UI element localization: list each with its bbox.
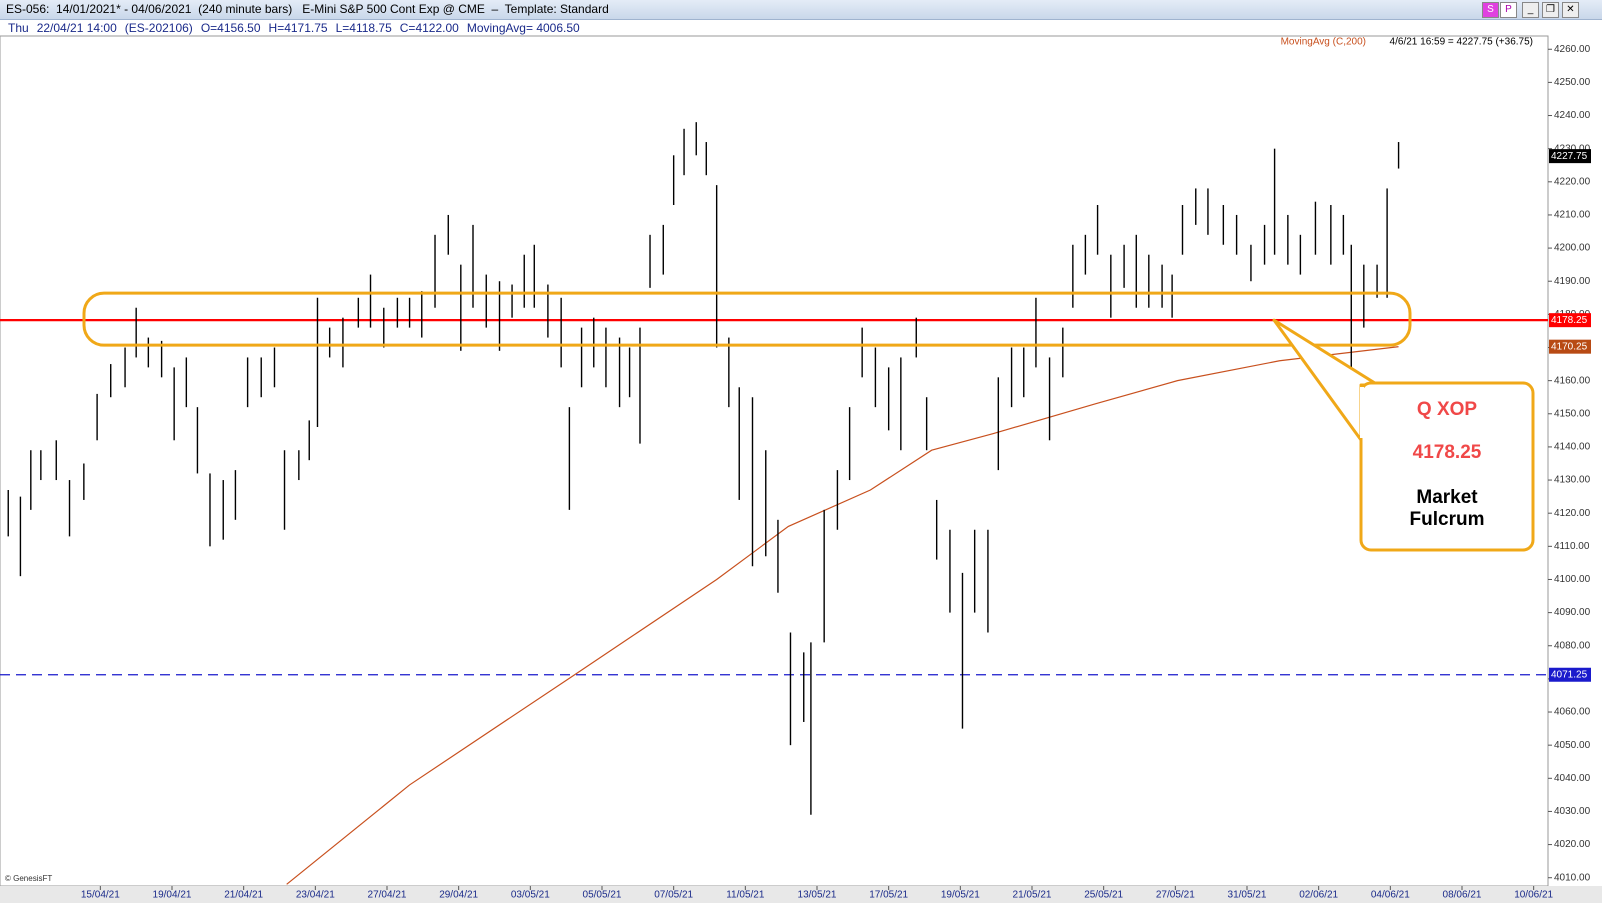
x-tick-label: 27/04/21 bbox=[368, 890, 407, 901]
x-axis-bar bbox=[0, 886, 1602, 903]
price-marker-box bbox=[1549, 339, 1591, 354]
info-field: O=4156.50 bbox=[200, 21, 261, 35]
x-tick-label: 08/06/21 bbox=[1443, 890, 1482, 901]
x-tick-label: 27/05/21 bbox=[1156, 890, 1195, 901]
info-bar: Thu 22/04/21 14:00 (ES-202106) O=4156.50 H=4… bbox=[0, 20, 1602, 36]
x-tick-label: 19/04/21 bbox=[153, 890, 192, 901]
window-title: ES-056: 14/01/2021* - 04/06/2021 (240 mi… bbox=[6, 2, 609, 16]
moving-average bbox=[286, 346, 1399, 885]
minimize-button[interactable]: _ bbox=[1522, 2, 1539, 18]
callout-pointer bbox=[1272, 318, 1380, 442]
last-info: 4/6/21 16:59 = 4227.75 (+36.75) bbox=[1390, 37, 1533, 48]
y-tick-label: 4210.00 bbox=[1554, 210, 1591, 221]
callout-box bbox=[1359, 381, 1535, 552]
y-tick-label: 4200.00 bbox=[1554, 243, 1591, 254]
info-field: (ES-202106) bbox=[124, 21, 193, 35]
x-tick-label: 17/05/21 bbox=[869, 890, 908, 901]
y-tick-label: 4160.00 bbox=[1554, 375, 1591, 386]
plot-frame bbox=[0, 35, 1549, 887]
y-tick-label: 4150.00 bbox=[1554, 408, 1591, 419]
x-tick-label: 11/05/21 bbox=[726, 890, 765, 901]
x-tick-label: 23/04/21 bbox=[296, 890, 335, 901]
y-tick-label: 4250.00 bbox=[1554, 77, 1591, 88]
callout-text: Q XOP bbox=[1417, 399, 1478, 420]
price-marker-box bbox=[1549, 149, 1591, 164]
x-tick-label: 29/04/21 bbox=[439, 890, 478, 901]
x-tick-label: 02/06/21 bbox=[1299, 890, 1338, 901]
x-tick-label: 13/05/21 bbox=[798, 890, 837, 901]
x-tick-label: 15/04/21 bbox=[81, 890, 120, 901]
y-tick-label: 4030.00 bbox=[1554, 806, 1591, 817]
s-button[interactable]: S bbox=[1482, 2, 1499, 18]
title-bar: ES-056: 14/01/2021* - 04/06/2021 (240 mi… bbox=[0, 0, 1602, 20]
x-tick-label: 05/05/21 bbox=[583, 890, 622, 901]
credit: © GenesisFT bbox=[5, 874, 52, 883]
x-tick-label: 07/05/21 bbox=[654, 890, 693, 901]
callout-text: 4178.25 bbox=[1413, 442, 1482, 463]
y-tick-label: 4120.00 bbox=[1554, 508, 1591, 519]
y-tick-label: 4230.00 bbox=[1554, 143, 1591, 154]
y-tick-label: 4050.00 bbox=[1554, 740, 1591, 751]
y-tick-label: 4190.00 bbox=[1554, 276, 1591, 287]
price-marker-box bbox=[1549, 313, 1591, 328]
y-tick-label: 4010.00 bbox=[1554, 872, 1591, 883]
y-tick-label: 4060.00 bbox=[1554, 707, 1591, 718]
info-field: Thu bbox=[8, 21, 29, 35]
y-tick-label: 4140.00 bbox=[1554, 442, 1591, 453]
y-tick-label: 4130.00 bbox=[1554, 475, 1591, 486]
restore-button[interactable]: ❐ bbox=[1542, 2, 1559, 18]
price-marker-label: 4071.25 bbox=[1551, 669, 1588, 680]
y-tick-label: 4040.00 bbox=[1554, 773, 1591, 784]
x-tick-label: 04/06/21 bbox=[1371, 890, 1410, 901]
p-button[interactable]: P bbox=[1500, 2, 1517, 18]
x-tick-label: 21/04/21 bbox=[224, 890, 263, 901]
y-tick-label: 4240.00 bbox=[1554, 110, 1591, 121]
fulcrum-band bbox=[82, 291, 1412, 347]
x-tick-label: 03/05/21 bbox=[511, 890, 550, 901]
y-tick-label: 4220.00 bbox=[1554, 176, 1591, 187]
x-tick-label: 25/05/21 bbox=[1084, 890, 1123, 901]
price-marker-label: 4227.75 bbox=[1551, 151, 1588, 162]
callout-text: Fulcrum bbox=[1410, 509, 1485, 530]
ma-name: MovingAvg (C,200) bbox=[1281, 37, 1366, 48]
y-tick-label: 4100.00 bbox=[1554, 574, 1591, 585]
close-button[interactable]: ✕ bbox=[1562, 2, 1579, 18]
x-tick-label: 19/05/21 bbox=[941, 890, 980, 901]
x-tick-label: 10/06/21 bbox=[1514, 890, 1553, 901]
info-field: 22/04/21 14:00 bbox=[36, 21, 117, 35]
x-tick-label: 31/05/21 bbox=[1228, 890, 1267, 901]
price-marker-label: 4178.25 bbox=[1551, 315, 1588, 326]
info-field: L=4118.75 bbox=[335, 21, 392, 35]
info-field: C=4122.00 bbox=[399, 21, 459, 35]
price-marker-label: 4170.25 bbox=[1551, 341, 1588, 352]
y-tick-label: 4110.00 bbox=[1554, 541, 1590, 552]
y-tick-label: 4080.00 bbox=[1554, 640, 1591, 651]
info-field: MovingAvg= 4006.50 bbox=[466, 21, 580, 35]
y-tick-label: 4090.00 bbox=[1554, 607, 1591, 618]
price-marker-box bbox=[1549, 667, 1591, 682]
callout-text: Market bbox=[1416, 487, 1478, 508]
x-tick-label: 21/05/21 bbox=[1013, 890, 1052, 901]
y-tick-label: 4260.00 bbox=[1554, 44, 1591, 55]
y-tick-label: 4020.00 bbox=[1554, 839, 1591, 850]
info-field: H=4171.75 bbox=[268, 21, 328, 35]
